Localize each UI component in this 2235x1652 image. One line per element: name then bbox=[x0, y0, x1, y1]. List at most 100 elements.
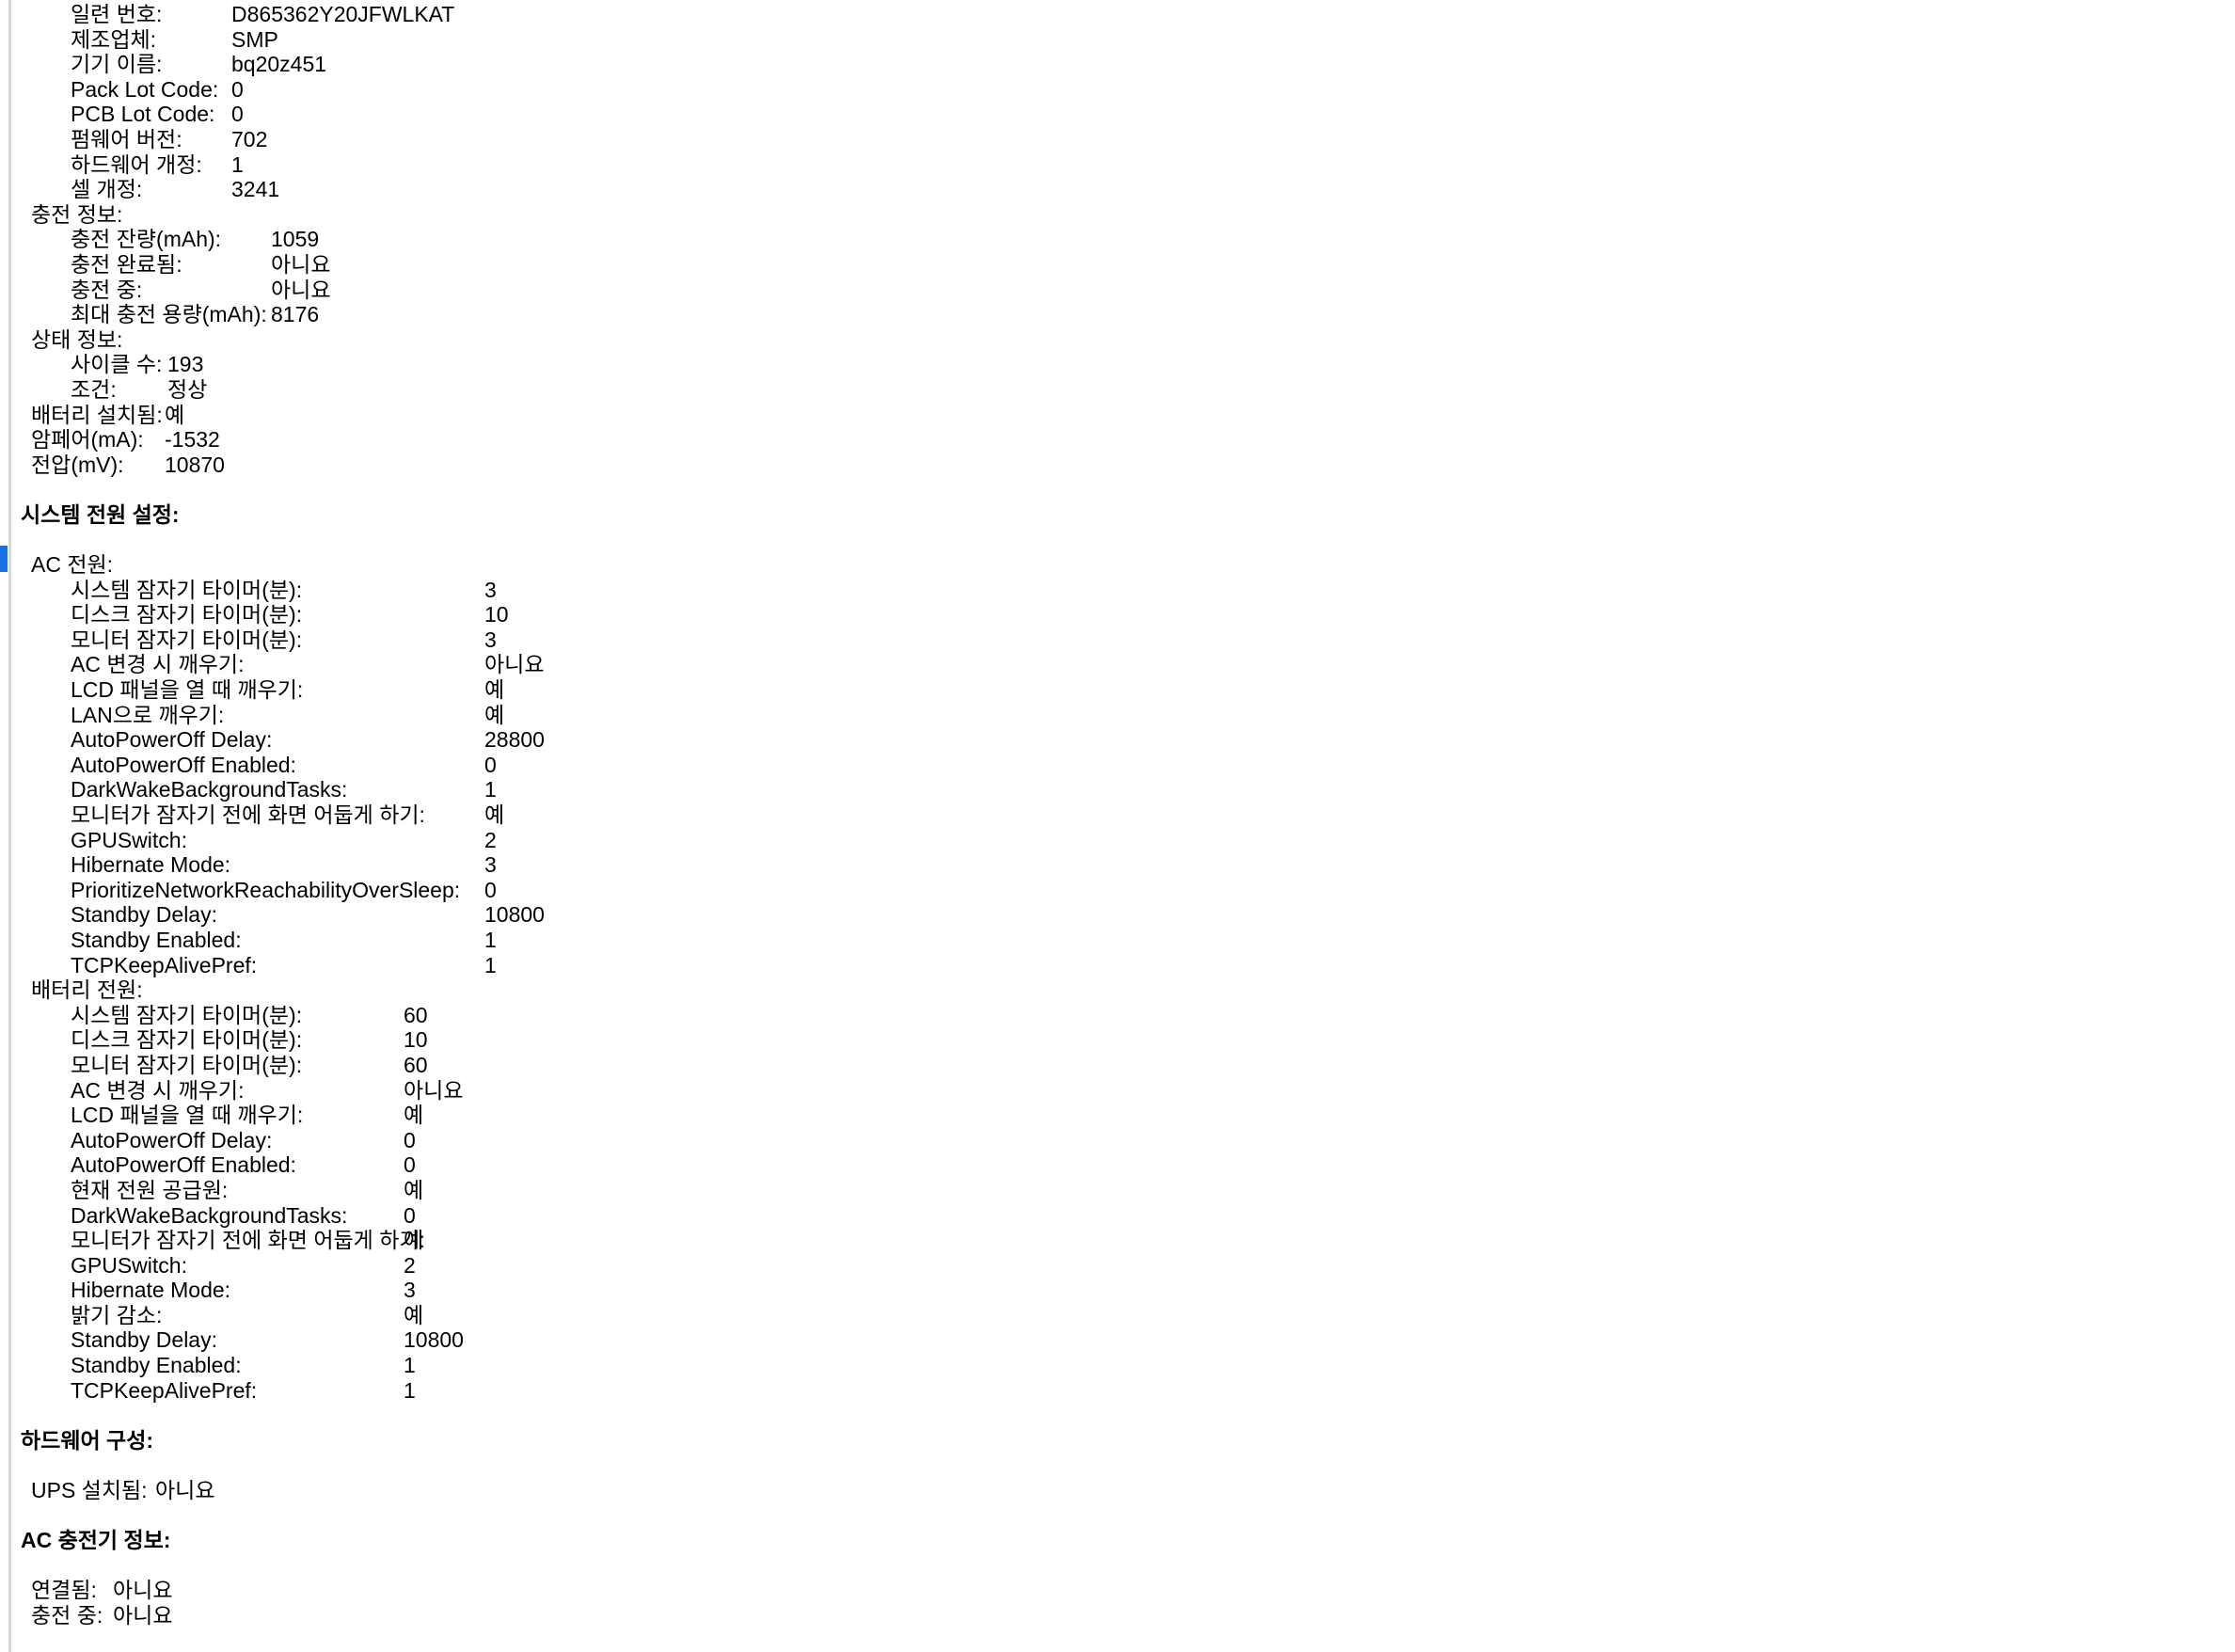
info-row: AutoPowerOff Enabled: 0 bbox=[0, 753, 2235, 778]
row-value: 1 bbox=[231, 151, 244, 177]
info-row: Standby Delay: 10800 bbox=[0, 1327, 2235, 1353]
row-label: 충전 정보: bbox=[31, 201, 123, 227]
info-row: 연결됨: 아니요 bbox=[0, 1578, 2235, 1603]
info-row: PCB Lot Code: 0 bbox=[0, 102, 2235, 127]
row-value: 10 bbox=[484, 602, 509, 627]
info-row: 제조업체: SMP bbox=[0, 27, 2235, 53]
row-label: AC 변경 시 깨우기: bbox=[71, 1077, 245, 1103]
row-value: 예 bbox=[165, 402, 185, 427]
row-label: 현재 전원 공급원: bbox=[71, 1177, 229, 1202]
row-value: 0 bbox=[231, 102, 244, 127]
row-label: Hibernate Mode: bbox=[71, 1278, 231, 1303]
row-value: 0 bbox=[484, 877, 497, 902]
section-title: 시스템 전원 설정: bbox=[21, 501, 180, 527]
row-value: 아니요 bbox=[404, 1077, 464, 1103]
row-value: 아니요 bbox=[113, 1578, 173, 1603]
row-value: 아니요 bbox=[113, 1603, 173, 1628]
row-label: DarkWakeBackgroundTasks: bbox=[71, 1202, 348, 1228]
row-label: Pack Lot Code: bbox=[71, 76, 219, 102]
row-value: 10800 bbox=[484, 902, 545, 928]
info-row: 모니터 잠자기 타이머(분): 3 bbox=[0, 627, 2235, 653]
info-row: Hibernate Mode: 3 bbox=[0, 852, 2235, 878]
info-row: 하드웨어 개정: 1 bbox=[0, 152, 2235, 178]
row-value: 3 bbox=[484, 577, 497, 602]
row-label: DarkWakeBackgroundTasks: bbox=[71, 777, 348, 802]
row-label: LCD 패널을 열 때 깨우기: bbox=[71, 677, 304, 703]
row-value: 1059 bbox=[271, 227, 320, 252]
row-label: 기기 이름: bbox=[71, 52, 163, 77]
info-row: 밝기 감소: 예 bbox=[0, 1303, 2235, 1328]
info-row: 모니터 잠자기 타이머(분): 60 bbox=[0, 1053, 2235, 1078]
row-label: LCD 패널을 열 때 깨우기: bbox=[71, 1103, 304, 1128]
info-row: 모니터가 잠자기 전에 화면 어둡게 하기: 예 bbox=[0, 802, 2235, 828]
row-value: -1532 bbox=[165, 427, 220, 453]
blank-line bbox=[0, 1503, 2235, 1529]
row-value: 정상 bbox=[167, 376, 208, 402]
row-label: Standby Enabled: bbox=[71, 1353, 242, 1378]
pane-left-divider bbox=[8, 0, 11, 1652]
info-row: 디스크 잠자기 타이머(분): 10 bbox=[0, 602, 2235, 627]
info-row: AutoPowerOff Enabled: 0 bbox=[0, 1152, 2235, 1178]
row-label: 전압(mV): bbox=[31, 452, 124, 477]
row-label: 배터리 전원: bbox=[31, 977, 143, 1003]
row-label: 디스크 잠자기 타이머(분): bbox=[71, 1027, 303, 1053]
row-value: 예 bbox=[404, 1177, 424, 1202]
row-label: 셀 개정: bbox=[71, 177, 143, 202]
row-value: 10 bbox=[404, 1027, 428, 1053]
row-label: 충전 완료됨: bbox=[71, 251, 182, 277]
info-row: Standby Delay: 10800 bbox=[0, 902, 2235, 928]
row-value: 10800 bbox=[404, 1327, 464, 1353]
info-row: TCPKeepAlivePref: 1 bbox=[0, 953, 2235, 978]
info-row: LAN으로 깨우기: 예 bbox=[0, 703, 2235, 728]
row-value: 아니요 bbox=[271, 277, 331, 302]
blank-line bbox=[0, 1453, 2235, 1478]
row-value: 193 bbox=[167, 352, 204, 377]
row-label: PCB Lot Code: bbox=[71, 102, 215, 127]
row-value: 2 bbox=[404, 1252, 416, 1278]
blank-line bbox=[0, 527, 2235, 552]
info-row: AutoPowerOff Delay: 0 bbox=[0, 1128, 2235, 1153]
row-label: 상태 정보: bbox=[31, 326, 123, 352]
row-label: 디스크 잠자기 타이머(분): bbox=[71, 602, 303, 627]
row-label: 밝기 감소: bbox=[71, 1302, 163, 1327]
row-label: 하드웨어 개정: bbox=[71, 151, 202, 177]
row-value: 1 bbox=[484, 927, 497, 952]
row-label: 모니터가 잠자기 전에 화면 어둡게 하기: bbox=[71, 1228, 425, 1253]
row-value: 60 bbox=[404, 1052, 428, 1077]
row-value: 예 bbox=[484, 677, 505, 703]
row-value: 28800 bbox=[484, 727, 545, 753]
row-label: AutoPowerOff Delay: bbox=[71, 1127, 273, 1152]
row-value: 3241 bbox=[231, 177, 280, 202]
info-row: Standby Enabled: 1 bbox=[0, 928, 2235, 953]
row-value: 2 bbox=[484, 827, 497, 852]
row-label: AutoPowerOff Enabled: bbox=[71, 752, 296, 777]
row-label: 조건: bbox=[71, 376, 117, 402]
row-label: LAN으로 깨우기: bbox=[71, 702, 225, 727]
row-label: 암페어(mA): bbox=[31, 427, 144, 453]
group-label-row: 상태 정보: bbox=[0, 327, 2235, 353]
row-label: 배터리 설치됨: bbox=[31, 402, 163, 427]
row-value: 예 bbox=[484, 702, 505, 727]
row-label: GPUSwitch: bbox=[71, 1252, 187, 1278]
row-value: 0 bbox=[231, 76, 244, 102]
blank-line bbox=[0, 1403, 2235, 1428]
row-label: 연결됨: bbox=[31, 1578, 97, 1603]
info-row: AC 변경 시 깨우기: 아니요 bbox=[0, 1078, 2235, 1104]
row-label: 모니터가 잠자기 전에 화면 어둡게 하기: bbox=[71, 802, 425, 827]
row-value: 예 bbox=[404, 1228, 424, 1253]
row-value: 60 bbox=[404, 1002, 428, 1027]
selection-indicator bbox=[0, 546, 8, 572]
row-label: PrioritizeNetworkReachabilityOverSleep: bbox=[71, 877, 461, 902]
row-value: bq20z451 bbox=[231, 52, 327, 77]
info-row: 모니터가 잠자기 전에 화면 어둡게 하기: 예 bbox=[0, 1228, 2235, 1253]
row-value: 0 bbox=[404, 1152, 416, 1178]
info-row: LCD 패널을 열 때 깨우기: 예 bbox=[0, 677, 2235, 703]
info-row: AC 변경 시 깨우기: 아니요 bbox=[0, 652, 2235, 677]
row-value: 아니요 bbox=[155, 1478, 215, 1503]
row-label: Standby Enabled: bbox=[71, 927, 242, 952]
info-row: 시스템 잠자기 타이머(분): 3 bbox=[0, 578, 2235, 603]
section-title: 하드웨어 구성: bbox=[21, 1427, 154, 1453]
row-label: 충전 잔량(mAh): bbox=[71, 227, 222, 252]
